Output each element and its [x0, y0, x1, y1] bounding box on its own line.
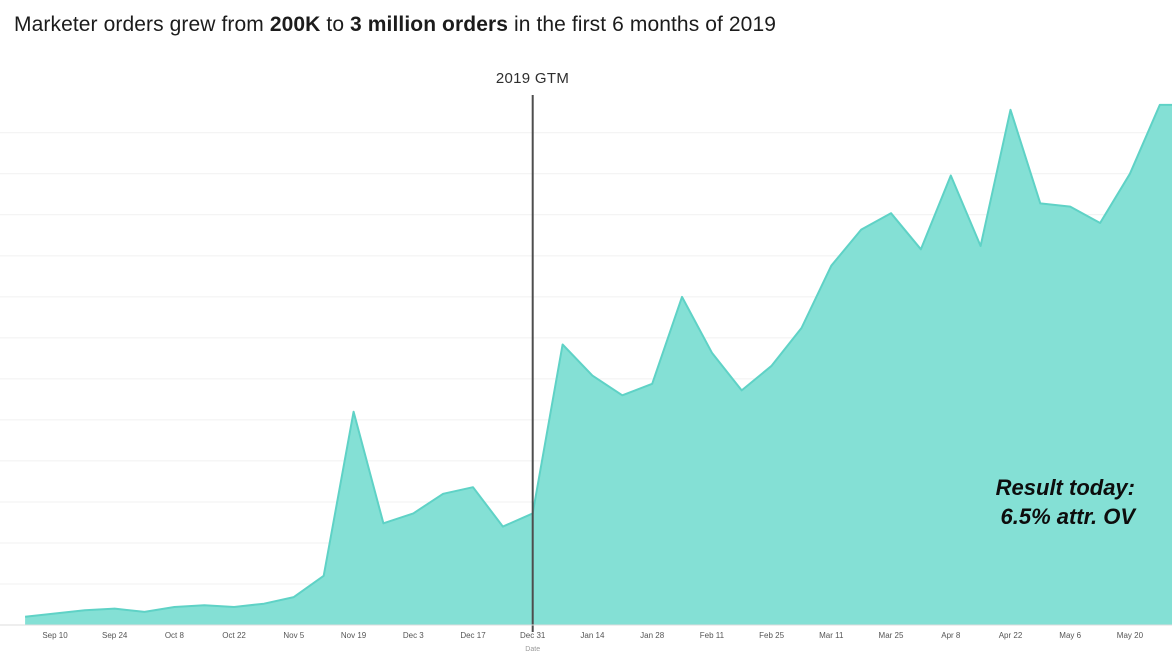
- x-tick-label: Sep 10: [42, 631, 68, 640]
- gtm-annotation-label: 2019 GTM: [0, 70, 1065, 87]
- title-highlight-200k: 200K: [269, 13, 321, 36]
- x-tick-label: Feb 25: [759, 631, 784, 640]
- result-annotation: Result today: 6.5% attr. OV: [996, 474, 1135, 531]
- x-tick-label: Mar 11: [819, 631, 844, 640]
- title-text: in the first 6 months of 2019: [508, 13, 777, 36]
- title-highlight-3m: 3 million orders: [350, 13, 509, 36]
- gtm-annotation-text: 2019 GTM: [495, 70, 570, 87]
- x-tick-label: Sep 24: [102, 631, 128, 640]
- x-tick-label: Dec 3: [403, 631, 424, 640]
- x-tick-label: Dec 17: [460, 631, 486, 640]
- x-tick-label: Nov 19: [341, 631, 367, 640]
- x-tick-label: Mar 25: [879, 631, 904, 640]
- x-tick-label: Jan 14: [580, 631, 605, 640]
- x-tick-label: May 20: [1117, 631, 1144, 640]
- page-title: Marketer orders grew from 200K to 3 mill…: [14, 13, 776, 37]
- x-axis-title: Date: [525, 646, 540, 653]
- orders-area-chart: Sep 10 Sep 24 Oct 8 Oct 22 Nov 5 Nov 19 Dec 3 D…: [0, 95, 1172, 653]
- x-tick-label: May 6: [1059, 631, 1081, 640]
- result-annotation-line2: 6.5% attr. OV: [1000, 503, 1135, 529]
- x-tick-label: Dec 31: [520, 631, 546, 640]
- x-tick-label: Feb 11: [700, 631, 725, 640]
- x-tick-label: Apr 22: [999, 631, 1023, 640]
- title-text: Marketer orders grew from: [14, 13, 270, 36]
- x-tick-label: Oct 22: [222, 631, 246, 640]
- x-tick-label: Jan 28: [640, 631, 665, 640]
- x-tick-label: Oct 8: [165, 631, 185, 640]
- area-outline: [24, 103, 1172, 618]
- area-fill: [25, 104, 1172, 625]
- x-tick-label: Apr 8: [941, 631, 961, 640]
- title-text: to: [320, 13, 351, 36]
- result-annotation-line1: Result today:: [995, 475, 1135, 500]
- x-tick-label: Nov 5: [283, 631, 304, 640]
